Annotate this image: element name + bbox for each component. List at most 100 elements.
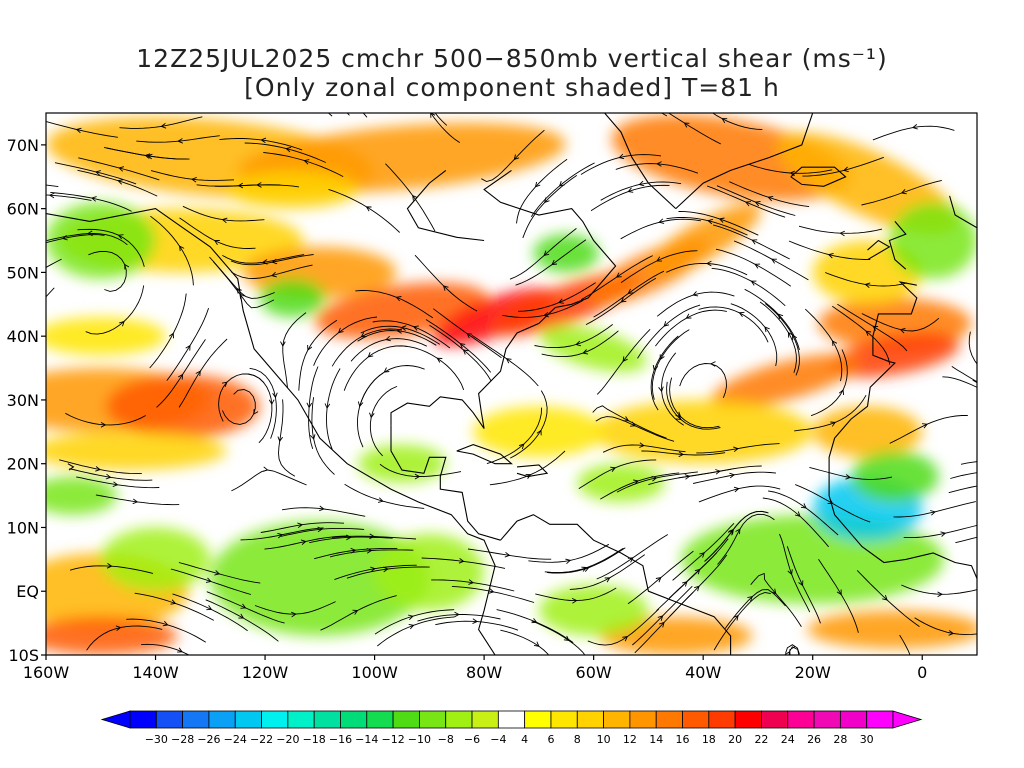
colorbar-label: −8 [438, 733, 454, 746]
streamline-arrowhead [709, 361, 716, 367]
streamline-arrowhead [262, 466, 269, 472]
streamline-arrowhead [531, 618, 538, 624]
colorbar-swatch [155, 710, 184, 729]
colorbar-swatch [419, 710, 447, 729]
colorbar-label: 16 [676, 733, 690, 746]
streamline-arrowhead [221, 217, 228, 224]
colorbar-swatch [734, 710, 762, 729]
streamline-arrowhead [177, 373, 183, 380]
streamline-arrowhead [827, 252, 834, 259]
streamline-arrowhead [630, 421, 636, 427]
streamline-arrowhead [168, 332, 174, 339]
colorbar-label: −18 [303, 733, 326, 746]
colorbar-label: −16 [329, 733, 352, 746]
coastline [619, 113, 621, 114]
streamline-arrowhead [706, 260, 712, 267]
colorbar-label: 22 [754, 733, 768, 746]
streamline-arrowhead [831, 340, 838, 346]
colorbar: −30 −28 −26 −24 −22 −20 −18 −16 −14 −12 −10 −8 −6 −4 4… [100, 710, 923, 746]
shade-blob [259, 278, 326, 318]
streamline-arrowhead [948, 630, 955, 636]
streamline-arrowhead [317, 526, 324, 533]
lat-label: 10N [7, 518, 39, 537]
colorbar-label: −22 [250, 733, 273, 746]
lat-label: 30N [7, 391, 39, 410]
streamline-arrowhead [352, 609, 359, 615]
streamline-arrowhead [733, 446, 739, 453]
streamline-arrowhead [563, 635, 570, 642]
streamline-arrowhead [658, 386, 664, 393]
streamline-arrowhead [472, 618, 479, 625]
coastline [675, 113, 814, 210]
streamline-arrowhead [571, 597, 578, 604]
colorbar-label: 30 [860, 733, 874, 746]
streamline-arrowhead [270, 271, 277, 278]
lon-label: 120W [242, 663, 289, 682]
streamline-arrowhead [738, 311, 745, 317]
streamline-arrowhead [627, 187, 634, 193]
streamline-arrowhead [800, 503, 807, 509]
colorbar-label: −4 [490, 733, 506, 746]
colorbar-swatch [603, 710, 631, 729]
colorbar-swatch [866, 710, 894, 729]
colorbar-over-arrow [892, 710, 923, 729]
streamline-arrowhead [162, 620, 169, 627]
streamline-arrowhead [160, 123, 167, 129]
streamline-arrowhead [707, 218, 714, 225]
colorbar-label: −28 [171, 733, 194, 746]
map-frame [45, 112, 978, 656]
streamline-arrowhead [385, 335, 391, 342]
streamline-arrowhead [369, 412, 375, 419]
lat-label: 10S [8, 646, 39, 665]
streamline-arrowhead [442, 285, 449, 291]
streamline [346, 113, 350, 116]
streamline-arrowhead [792, 334, 798, 341]
streamline-arrowhead [911, 124, 918, 130]
colorbar-swatch [629, 710, 657, 729]
streamline [955, 536, 977, 544]
streamline [960, 461, 977, 465]
streamline-arrowhead [770, 588, 777, 595]
streamline-arrowhead [105, 473, 112, 480]
colorbar-label: 12 [623, 733, 637, 746]
colorbar-label: −12 [381, 733, 404, 746]
streamline-arrowhead [300, 89, 305, 94]
streamline [951, 366, 977, 383]
colorbar-swatch [129, 710, 157, 729]
streamline-arrowhead [534, 181, 541, 188]
streamline-arrowhead [407, 614, 414, 621]
shade-blob [593, 399, 813, 464]
colorbar-swatch [655, 710, 683, 729]
streamline-arrowhead [395, 296, 402, 302]
streamline-arrowhead [106, 563, 113, 569]
colorbar-label: 18 [702, 733, 716, 746]
streamline-arrowhead [144, 153, 151, 159]
coastline [828, 281, 977, 579]
streamline-arrowhead [899, 328, 906, 334]
colorbar-label: 20 [728, 733, 742, 746]
streamline-arrowhead [655, 577, 662, 583]
streamline-arrowhead [422, 91, 427, 96]
colorbar-under-arrow [100, 710, 131, 729]
streamline [430, 113, 461, 143]
streamline-arrowhead [408, 623, 415, 630]
colorbar-swatch [497, 710, 526, 729]
longitude-axis: 160W 140W 120W 100W 80W 60W 40W 20W 0 [23, 655, 927, 682]
streamline-arrowhead [309, 434, 316, 440]
streamline-arrowhead [798, 580, 804, 587]
colorbar-swatch [182, 710, 210, 729]
streamline-arrowhead [657, 615, 664, 621]
streamline-arrowhead [839, 230, 845, 237]
streamline-arrowhead [90, 196, 97, 202]
streamline-arrowhead [864, 282, 871, 288]
streamline-arrowhead [750, 280, 757, 286]
streamline [899, 634, 911, 655]
streamline-arrowhead [240, 603, 247, 609]
streamline-arrowhead [320, 85, 325, 90]
streamline-arrowhead [604, 577, 611, 583]
streamline [327, 113, 333, 117]
streamline-arrowhead [468, 579, 475, 585]
streamline-arrowhead [630, 96, 635, 100]
streamline-arrowhead [827, 498, 834, 504]
